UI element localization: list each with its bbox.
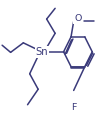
Text: O: O xyxy=(74,14,82,23)
Text: Sn: Sn xyxy=(36,47,48,57)
Text: F: F xyxy=(71,103,76,112)
